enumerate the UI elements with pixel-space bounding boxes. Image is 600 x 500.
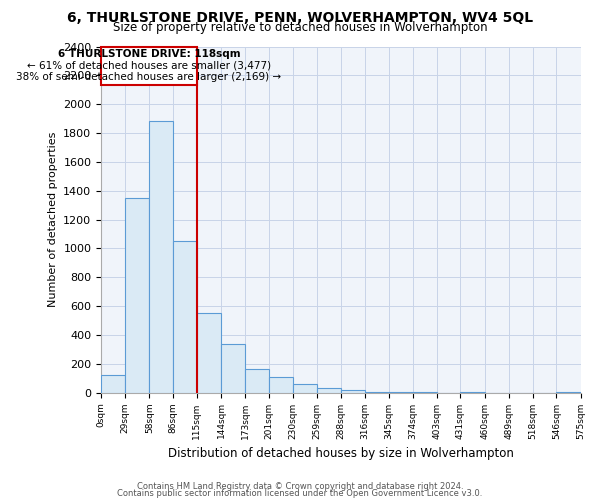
- X-axis label: Distribution of detached houses by size in Wolverhampton: Distribution of detached houses by size …: [168, 447, 514, 460]
- Bar: [317, 388, 341, 392]
- Bar: [221, 344, 245, 393]
- Bar: [125, 198, 149, 392]
- Text: Size of property relative to detached houses in Wolverhampton: Size of property relative to detached ho…: [113, 22, 487, 35]
- Bar: [341, 390, 365, 392]
- Text: ← 61% of detached houses are smaller (3,477): ← 61% of detached houses are smaller (3,…: [27, 60, 271, 70]
- Text: 6 THURLSTONE DRIVE: 118sqm: 6 THURLSTONE DRIVE: 118sqm: [58, 50, 241, 59]
- FancyBboxPatch shape: [101, 46, 197, 86]
- Y-axis label: Number of detached properties: Number of detached properties: [47, 132, 58, 307]
- Text: Contains HM Land Registry data © Crown copyright and database right 2024.: Contains HM Land Registry data © Crown c…: [137, 482, 463, 491]
- Bar: [101, 374, 125, 392]
- Bar: [149, 122, 173, 392]
- Bar: [197, 314, 221, 392]
- Bar: [173, 241, 197, 392]
- Text: 38% of semi-detached houses are larger (2,169) →: 38% of semi-detached houses are larger (…: [16, 72, 281, 82]
- Bar: [269, 378, 293, 392]
- Bar: [293, 384, 317, 392]
- Text: Contains public sector information licensed under the Open Government Licence v3: Contains public sector information licen…: [118, 488, 482, 498]
- Bar: [245, 370, 269, 392]
- Text: 6, THURLSTONE DRIVE, PENN, WOLVERHAMPTON, WV4 5QL: 6, THURLSTONE DRIVE, PENN, WOLVERHAMPTON…: [67, 11, 533, 25]
